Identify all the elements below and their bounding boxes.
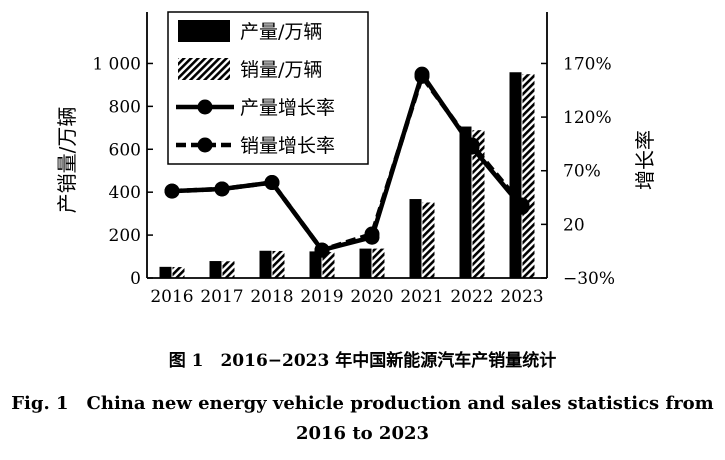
- bar-production-2021: [409, 199, 422, 278]
- point-sales-growth-2023: [514, 197, 530, 213]
- bar-sales-2019: [322, 252, 335, 278]
- point-sales-growth-2019: [314, 242, 330, 258]
- right-tick-label: 20: [563, 215, 585, 235]
- legend-label-0: 产量/万辆: [240, 21, 322, 43]
- right-tick-label: 70%: [563, 162, 601, 182]
- right-tick-label: −30%: [563, 269, 615, 289]
- figure-caption-chinese: 图 1 2016−2023 年中国新能源汽车产销量统计: [168, 351, 557, 371]
- left-tick-label: 0: [130, 269, 141, 289]
- legend-swatch-0: [178, 20, 230, 42]
- bar-production-2018: [259, 250, 272, 278]
- left-tick-label: 400: [109, 183, 141, 203]
- x-tick-label: 2017: [200, 287, 243, 307]
- bar-production-2020: [359, 248, 372, 278]
- right-tick-label: 170%: [563, 54, 612, 74]
- bar-production-2022: [459, 126, 472, 278]
- x-tick-label: 2018: [250, 287, 293, 307]
- figure-caption-english-line2: 2016 to 2023: [295, 423, 430, 444]
- x-tick-label: 2022: [450, 287, 493, 307]
- left-tick-label: 600: [109, 140, 141, 160]
- legend-label-2: 产量增长率: [240, 97, 335, 119]
- bar-production-2017: [209, 261, 222, 278]
- point-sales-growth-2020: [364, 226, 380, 242]
- legend-label-1: 销量/万辆: [240, 59, 322, 81]
- x-tick-label: 2019: [300, 287, 343, 307]
- left-axis-title: 产销量/万辆: [55, 107, 79, 214]
- line-sales-growth: [171, 74, 524, 253]
- point-sales-growth-2021: [414, 68, 430, 84]
- figure-caption-english-line1: Fig. 1 China new energy vehicle producti…: [11, 393, 714, 414]
- bar-sales-2023: [522, 74, 535, 278]
- legend-label-3: 销量增长率: [240, 135, 335, 157]
- chart: 0 200 400 600 800 1 000 −30% 20 70% 120% 170% 2016 2…: [55, 11, 657, 307]
- legend-marker-3: [197, 137, 213, 153]
- bar-production-2016: [159, 266, 172, 278]
- right-tick-label: 120%: [563, 108, 612, 128]
- point-sales-growth-2017: [214, 181, 230, 197]
- legend-swatch-1: [178, 58, 230, 80]
- x-tick-label: 2023: [500, 287, 543, 307]
- bar-production-2019: [309, 251, 322, 278]
- x-tick-label: 2021: [400, 287, 443, 307]
- x-tick-label: 2016: [150, 287, 193, 307]
- right-axis-title: 增长率: [633, 130, 657, 190]
- bar-sales-2022: [472, 130, 485, 278]
- point-sales-growth-2022: [464, 137, 480, 153]
- x-tick-label: 2020: [350, 287, 393, 307]
- bar-sales-2017: [222, 261, 235, 278]
- left-tick-label: 200: [109, 226, 141, 246]
- legend-marker-2: [197, 99, 213, 115]
- bar-sales-2020: [372, 248, 385, 278]
- bar-sales-2021: [422, 202, 435, 278]
- point-sales-growth-2018: [264, 175, 280, 191]
- left-tick-label: 1 000: [92, 54, 141, 74]
- bar-production-2023: [509, 72, 522, 278]
- left-tick-label: 800: [109, 97, 141, 117]
- bar-sales-2016: [172, 267, 185, 278]
- bar-sales-2018: [272, 250, 285, 278]
- point-sales-growth-2016: [164, 183, 180, 199]
